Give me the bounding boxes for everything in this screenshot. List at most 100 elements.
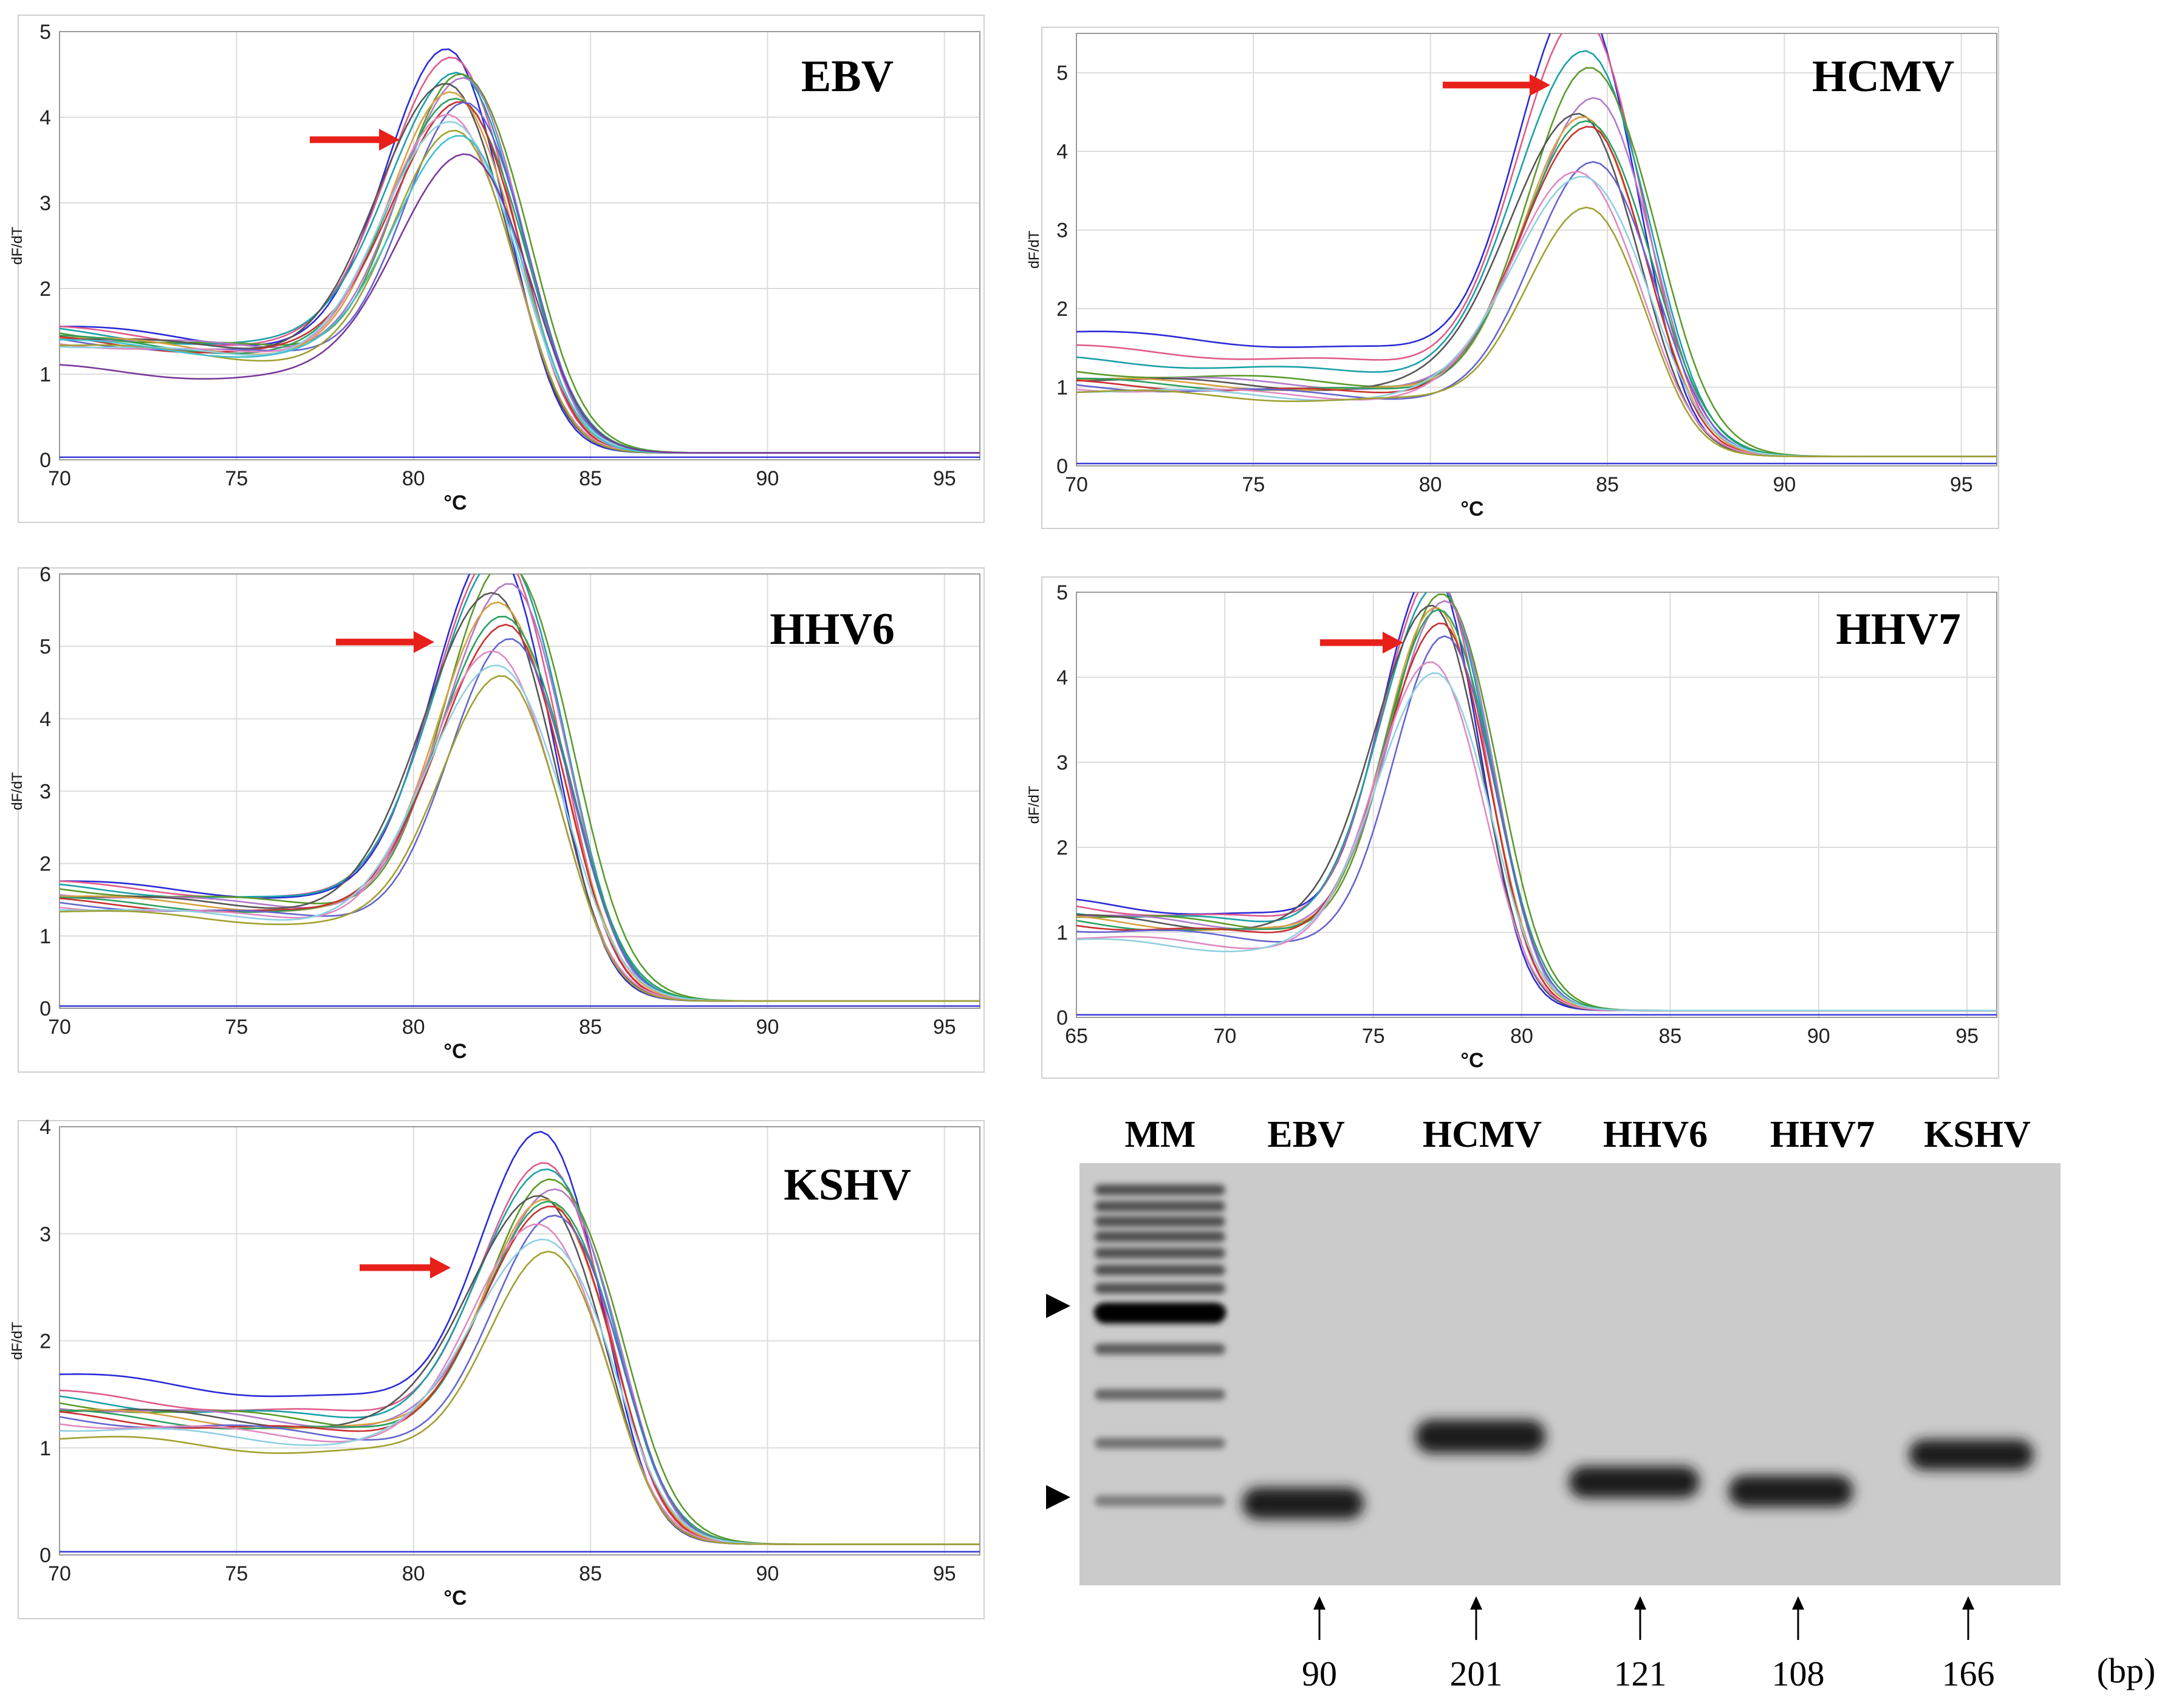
marker-arrowhead [1046, 1294, 1070, 1318]
y-tick-label: 3 [39, 1223, 51, 1246]
x-tick-label: 90 [1807, 1025, 1830, 1048]
melt-curve-series [60, 1200, 980, 1545]
x-tick-label: 65 [1065, 1025, 1088, 1048]
x-tick-label: 80 [402, 467, 425, 490]
x-tick-label: 75 [225, 1016, 248, 1039]
melt-curve-series [60, 129, 980, 454]
melt-curve-panel-hhv7: 65 70 75 80 85 90 95 0 1 2 3 4 5 °C dF/dT HHV7 [1026, 576, 1999, 1079]
x-tick-label: 95 [933, 1562, 956, 1585]
ladder-band [1095, 1438, 1225, 1449]
y-tick-label: 4 [39, 1116, 51, 1139]
panel-title: KSHV [784, 1160, 911, 1210]
ladder-band [1095, 1201, 1225, 1212]
x-tick-label: 75 [1242, 473, 1265, 496]
size-unit-label: (bp) [2097, 1651, 2156, 1690]
panel-frame [18, 1120, 985, 1619]
y-tick-label: 6 [39, 563, 51, 586]
y-tick-label: 5 [1056, 581, 1068, 604]
y-tick-label: 0 [39, 449, 51, 472]
melt-curve-series [1076, 672, 1997, 1012]
pcr-product-band [1909, 1440, 2034, 1470]
panel-frame [1041, 576, 1999, 1079]
melt-curve-panel-ebv: 70 75 80 85 90 95 0 1 2 3 4 5 °C dF/dT EBV [9, 15, 985, 523]
y-tick-label: 0 [1056, 1006, 1068, 1030]
ladder-band [1095, 1344, 1225, 1354]
gel-lane-label: HHV7 [1770, 1114, 1875, 1155]
panel-title: HHV6 [770, 604, 895, 654]
x-tick-label: 80 [402, 1016, 425, 1039]
y-tick-label: 3 [1056, 751, 1068, 774]
panel-title: HHV7 [1836, 604, 1961, 654]
gel-lane-label: MM [1124, 1114, 1196, 1155]
melt-curve-series [60, 664, 980, 1002]
y-tick-label: 2 [39, 853, 51, 876]
y-tick-label: 2 [1056, 298, 1068, 321]
melt-curve-series [60, 1223, 980, 1545]
melt-curve-series [60, 615, 980, 1002]
melt-curve-series [60, 1251, 980, 1545]
x-tick-label: 95 [933, 467, 956, 490]
melt-curve-series [1076, 176, 1997, 457]
x-tick-label: 80 [1510, 1025, 1533, 1048]
melt-curve-series [60, 135, 980, 454]
series-group [60, 48, 980, 459]
ladder-band [1095, 1389, 1225, 1400]
x-tick-label: 75 [225, 1562, 248, 1585]
y-tick-label: 5 [1056, 62, 1068, 85]
ladder-band [1095, 1248, 1225, 1259]
x-tick-label: 90 [756, 1016, 779, 1039]
plot-area [59, 573, 980, 1009]
y-tick-label: 2 [39, 278, 51, 301]
x-tick-label: 95 [1950, 473, 1973, 496]
melt-curve-series [1076, 126, 1997, 457]
y-tick-label: 5 [39, 635, 51, 658]
x-tick-label: 75 [225, 467, 248, 490]
x-tick-label: 85 [1659, 1025, 1682, 1048]
x-tick-label: 70 [1213, 1025, 1236, 1048]
x-tick-label: 90 [756, 1562, 779, 1585]
peak-arrow-head [430, 1257, 451, 1279]
melt-curve-series [60, 1214, 980, 1545]
x-tick-label: 90 [1773, 473, 1796, 496]
gel-lane-label: HCMV [1423, 1114, 1542, 1155]
band-size-label: 121 [1614, 1654, 1667, 1693]
melt-curve-series [60, 153, 980, 454]
peak-arrow-head [1530, 74, 1550, 96]
size-arrow-head [1313, 1596, 1326, 1610]
size-arrow-head [1792, 1596, 1804, 1610]
band-size-label: 108 [1772, 1654, 1825, 1693]
melt-curve-series [60, 120, 980, 454]
marker-arrowhead [1046, 1485, 1070, 1509]
ladder-band [1095, 1231, 1225, 1242]
plot-area [1076, 592, 1997, 1018]
y-tick-label: 1 [39, 1437, 51, 1460]
pcr-product-band [1728, 1475, 1853, 1507]
melt-curve-series [1076, 607, 1997, 1012]
ladder-band [1095, 1495, 1225, 1506]
y-tick-label: 4 [39, 708, 51, 731]
y-tick-label: 4 [1056, 140, 1068, 163]
melt-curve-series [60, 1238, 980, 1545]
y-tick-label: 1 [39, 363, 51, 386]
pcr-product-band [1415, 1419, 1546, 1454]
x-axis-label: °C [443, 491, 467, 514]
series-group [1076, 592, 1997, 1016]
peak-arrow-head [1383, 632, 1403, 654]
ladder-band [1095, 1184, 1225, 1195]
ladder-band [1095, 1216, 1225, 1227]
melt-curve-series [60, 638, 980, 1002]
x-tick-label: 75 [1362, 1025, 1385, 1048]
x-tick-label: 70 [48, 1562, 71, 1585]
gel-lane-label: HHV6 [1603, 1114, 1708, 1155]
ladder-band-strong [1095, 1303, 1225, 1324]
x-axis-label: °C [443, 1587, 467, 1610]
x-tick-label: 85 [579, 1562, 602, 1585]
y-tick-label: 1 [1056, 377, 1068, 400]
y-tick-label: 1 [1056, 921, 1068, 945]
panel-frame [18, 567, 985, 1073]
size-arrow-head [1962, 1596, 1974, 1610]
melt-curve-series [1076, 171, 1997, 457]
pcr-product-band [1242, 1488, 1364, 1519]
